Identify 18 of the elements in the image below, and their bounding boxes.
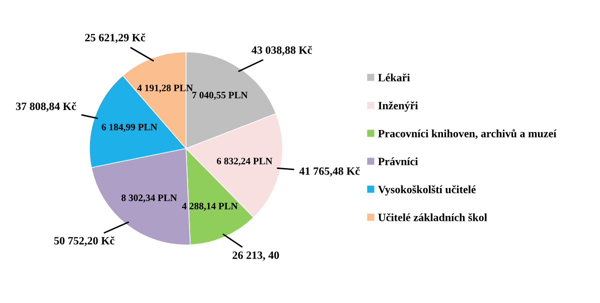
text: 25 621,29 Kč [85, 33, 146, 43]
data-label: 4 288,14 PLN [182, 202, 238, 211]
legend-label: Právníci [378, 157, 418, 166]
text: 37 808,84 Kč [16, 102, 76, 112]
legend-label: Učitelé základních škol [378, 213, 488, 222]
legend-label: Lékaři [378, 73, 410, 82]
legend-label: Pracovníci knihoven, archivů a muzeí [378, 129, 557, 139]
data-label: 8 302,34 PLN [122, 194, 177, 202]
data-label: 4 191,28 PLN [137, 84, 193, 93]
text: 26 213, 40 [232, 251, 279, 261]
data-label: 6 184,99 PLN [102, 124, 158, 132]
text: 50 752,20 Kč [54, 236, 114, 246]
data-label: 6 832,24 PLN [216, 158, 272, 166]
text: 43 038,88 Kč [252, 46, 312, 56]
legend-label: Vysokoškolští učitelé [378, 185, 476, 196]
data-label: 7 040,55 PLN [192, 92, 248, 100]
legend-label: Inženýři [378, 101, 418, 112]
text: 41 765,48 Kč [299, 166, 360, 176]
